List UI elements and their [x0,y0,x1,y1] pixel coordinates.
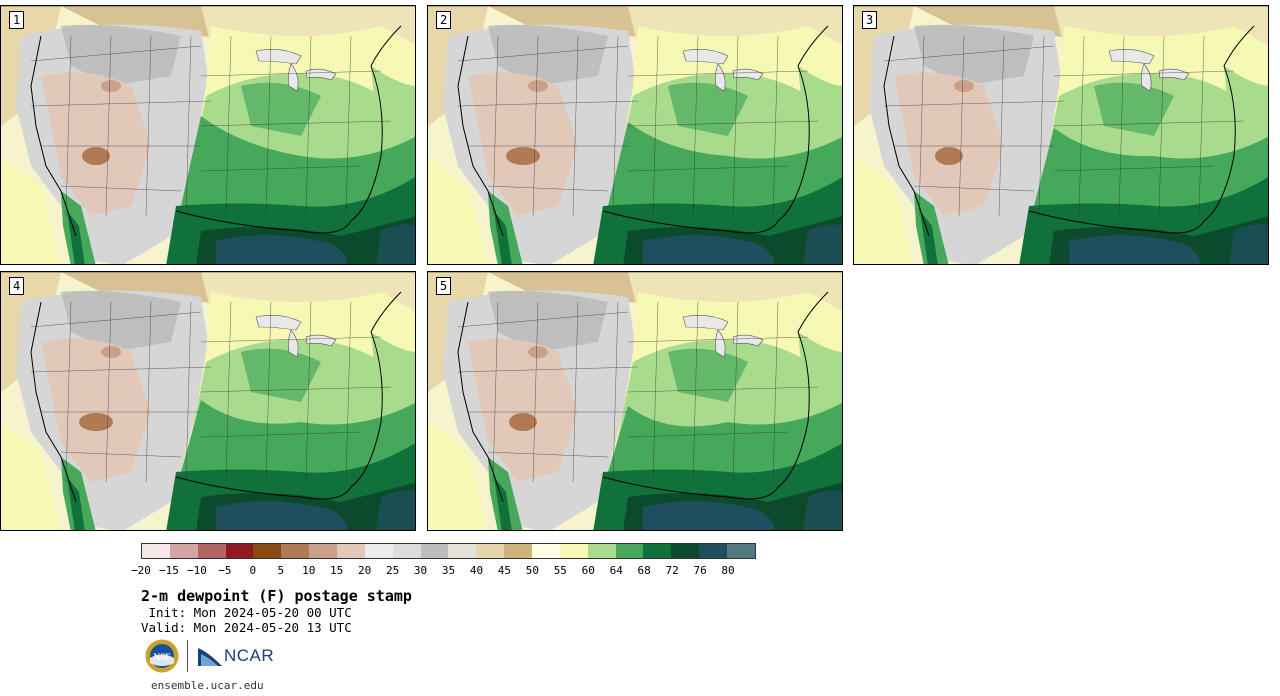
colorbar-swatch [699,544,728,558]
ncar-logo-text: NCAR [224,646,275,665]
colorbar-swatch [169,544,198,558]
colorbar-tick-label: 76 [693,564,707,577]
colorbar-swatch [309,544,338,558]
colorbar-swatch [337,544,365,558]
map-title: 2-m dewpoint (F) postage stamp [141,587,412,605]
colorbar-tick-label: 72 [665,564,679,577]
colorbar-tick-label: 45 [497,564,512,577]
colorbar-tick-label: 50 [525,564,539,577]
colorbar-swatch [142,544,170,558]
colorbar-tick-label: 15 [330,564,344,577]
panel-number: 1 [9,11,25,29]
colorbar-tick-label: 30 [413,564,428,577]
dewpoint-map [1,6,415,264]
logo-divider [187,640,188,672]
colorbar-tick-label: −10 [186,564,207,577]
colorbar-tick-label: 20 [358,564,372,577]
colorbar-swatch [448,544,477,558]
colorbar-tick-label: 60 [581,564,595,577]
colorbar-swatch [281,544,310,558]
colorbar-swatch [225,544,254,558]
colorbar-swatch [197,544,226,558]
colorbar-tick-label: 25 [385,564,400,577]
ncar-mark-icon [198,648,222,666]
colorbar [141,543,756,559]
map-panel-4: 4 [0,271,416,531]
site-url: ensemble.ucar.edu [151,679,264,692]
colorbar-tick-label: 35 [441,564,456,577]
colorbar-swatch [559,544,588,558]
valid-time: Valid: Mon 2024-05-20 13 UTC [141,620,352,635]
dewpoint-map [428,6,842,264]
colorbar-tick-label: 10 [302,564,316,577]
colorbar-ticks: −20 −15 −10 −5 0 5 10 15 20 25 30 35 40 45 50 55 60 64 68 7… [120,564,780,578]
colorbar-swatch [420,544,449,558]
colorbar-swatch [615,544,644,558]
colorbar-tick-label: 64 [609,564,623,577]
colorbar-swatch [392,544,421,558]
panel-number: 4 [9,277,25,295]
map-panel-3: 3 [853,5,1269,265]
colorbar-swatch [532,544,560,558]
colorbar-tick-label: 80 [721,564,735,577]
colorbar-tick-label: 68 [637,564,651,577]
colorbar-tick-label: −15 [159,564,179,577]
colorbar-swatch [364,544,393,558]
colorbar-swatch [671,544,700,558]
colorbar-swatch [587,544,616,558]
colorbar-tick-label: −5 [218,564,232,577]
colorbar-swatch [643,544,672,558]
dewpoint-map [428,272,842,530]
init-time: Init: Mon 2024-05-20 00 UTC [141,605,352,620]
ncar-logo: NCAR [198,646,274,666]
panel-number: 5 [436,277,452,295]
colorbar-swatch [253,544,282,558]
dewpoint-map [854,6,1268,264]
colorbar-swatch [504,544,533,558]
nsf-logo: NSF [145,639,179,673]
panel-number: 2 [436,11,452,29]
dewpoint-map [1,272,415,530]
colorbar-tick-label: −20 [131,564,151,577]
panel-number: 3 [862,11,878,29]
colorbar-tick-label: 5 [277,564,285,577]
colorbar-tick-label: 40 [469,564,484,577]
colorbar-swatch [476,544,505,558]
map-panel-2: 2 [427,5,843,265]
nsf-logo-text: NSF [153,652,171,662]
logos: NSF NCAR [145,638,274,674]
colorbar-tick-label: 0 [249,564,257,577]
colorbar-swatch [727,544,755,558]
map-panel-5: 5 [427,271,843,531]
map-panel-1: 1 [0,5,416,265]
colorbar-tick-label: 55 [553,564,567,577]
